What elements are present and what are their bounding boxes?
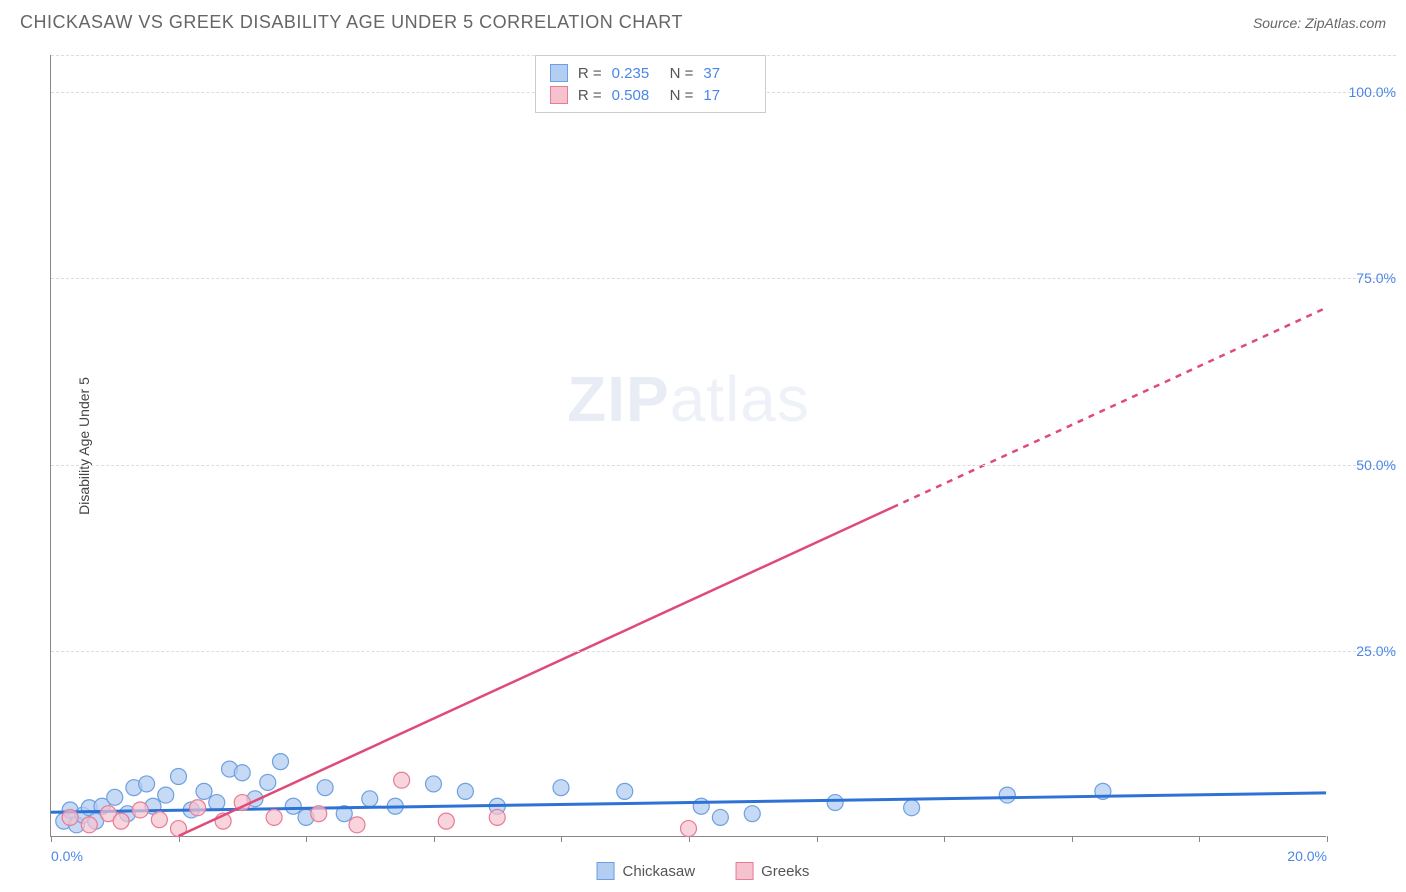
r-label: R = [578,65,602,82]
data-point [171,769,187,785]
x-tick [689,836,690,842]
x-tick [817,836,818,842]
x-tick [561,836,562,842]
data-point [426,776,442,792]
legend-item-greeks: Greeks [735,862,809,880]
x-tick [179,836,180,842]
swatch-greeks [550,86,568,104]
data-point [132,802,148,818]
data-point [62,809,78,825]
data-point [266,809,282,825]
x-tick [434,836,435,842]
swatch-chickasaw [597,862,615,880]
x-tick [1199,836,1200,842]
data-point [285,798,301,814]
gridline-h [51,278,1396,279]
stats-row-chickasaw: R = 0.235 N = 37 [550,62,752,84]
data-point [158,787,174,803]
data-point [151,812,167,828]
r-label: R = [578,87,602,104]
data-point [438,813,454,829]
n-label: N = [670,65,694,82]
y-tick-label: 50.0% [1348,457,1396,473]
header: CHICKASAW VS GREEK DISABILITY AGE UNDER … [0,0,1406,41]
n-value-chickasaw: 37 [703,65,751,82]
swatch-greeks [735,862,753,880]
y-tick-label: 25.0% [1348,643,1396,659]
legend-label-greeks: Greeks [761,863,809,880]
data-point [489,809,505,825]
r-value-chickasaw: 0.235 [612,65,660,82]
data-point [712,809,728,825]
data-point [107,789,123,805]
x-tick [944,836,945,842]
data-point [260,774,276,790]
data-point [311,806,327,822]
data-point [744,806,760,822]
plot-svg [51,55,1326,836]
plot-region: ZIPatlas 25.0%50.0%75.0%100.0%0.0%20.0% [50,55,1326,837]
legend-label-chickasaw: Chickasaw [623,863,696,880]
data-point [827,795,843,811]
data-point [317,780,333,796]
n-value-greeks: 17 [703,87,751,104]
data-point [362,791,378,807]
trend-line-dashed [893,308,1327,508]
data-point [349,817,365,833]
n-label: N = [670,87,694,104]
x-tick-label: 20.0% [1287,848,1327,864]
trend-line [179,507,893,836]
x-tick [306,836,307,842]
data-point [681,821,697,837]
chart-title: CHICKASAW VS GREEK DISABILITY AGE UNDER … [20,12,683,33]
swatch-chickasaw [550,64,568,82]
stats-box: R = 0.235 N = 37 R = 0.508 N = 17 [535,55,767,113]
x-tick [1072,836,1073,842]
data-point [81,817,97,833]
r-value-greeks: 0.508 [612,87,660,104]
stats-row-greeks: R = 0.508 N = 17 [550,84,752,106]
data-point [457,783,473,799]
data-point [617,783,633,799]
source-attribution: Source: ZipAtlas.com [1253,15,1386,31]
chart-area: ZIPatlas 25.0%50.0%75.0%100.0%0.0%20.0% … [50,55,1326,837]
x-tick [1327,836,1328,842]
data-point [553,780,569,796]
gridline-h [51,651,1396,652]
data-point [190,800,206,816]
x-tick-label: 0.0% [51,848,83,864]
data-point [904,800,920,816]
bottom-legend: Chickasaw Greeks [597,862,810,880]
data-point [196,783,212,799]
gridline-h [51,465,1396,466]
data-point [234,765,250,781]
data-point [273,754,289,770]
data-point [693,798,709,814]
data-point [113,813,129,829]
data-point [394,772,410,788]
data-point [139,776,155,792]
data-point [999,787,1015,803]
x-tick [51,836,52,842]
y-tick-label: 100.0% [1341,84,1396,100]
legend-item-chickasaw: Chickasaw [597,862,696,880]
y-tick-label: 75.0% [1348,270,1396,286]
